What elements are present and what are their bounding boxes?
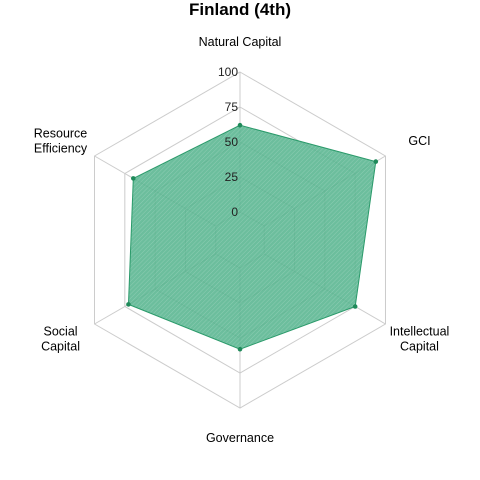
axis-label-2-line-1: Capital <box>400 340 439 354</box>
axis-label-1: GCI <box>408 134 430 148</box>
tick-label-1: 25 <box>225 170 239 184</box>
axis-label-3-line-0: Governance <box>206 431 274 445</box>
axis-label-2: Intellectual Capital <box>390 325 450 354</box>
tick-label-3: 75 <box>225 100 239 114</box>
axis-label-5: Resource Efficiency <box>34 127 88 156</box>
axis-label-4: Social Capital <box>41 325 80 354</box>
axis-label-0: Natural Capital <box>199 35 282 49</box>
data-point-2 <box>352 304 358 309</box>
data-point-0 <box>237 122 243 128</box>
axis-label-5-line-0: Resource <box>34 127 88 141</box>
axis-label-4-line-0: Social <box>44 325 78 339</box>
data-point-4 <box>126 302 131 307</box>
data-point-3 <box>237 346 243 352</box>
axis-label-0-line-0: Natural Capital <box>199 35 282 49</box>
radar-ticks: 0 25 50 75 100 <box>218 65 238 219</box>
tick-label-0: 0 <box>231 205 238 219</box>
tick-label-4: 100 <box>218 65 238 79</box>
axis-label-2-line-0: Intellectual <box>390 325 450 339</box>
data-point-1 <box>373 159 379 164</box>
radar-data <box>126 122 379 352</box>
axis-label-4-line-1: Capital <box>41 340 80 354</box>
axis-label-1-line-0: GCI <box>408 134 430 148</box>
axis-label-5-line-1: Efficiency <box>34 142 88 156</box>
tick-label-2: 50 <box>225 135 239 149</box>
data-point-5 <box>131 176 136 181</box>
chart-title: Finland (4th) <box>189 0 291 19</box>
axis-label-3: Governance <box>206 431 274 445</box>
